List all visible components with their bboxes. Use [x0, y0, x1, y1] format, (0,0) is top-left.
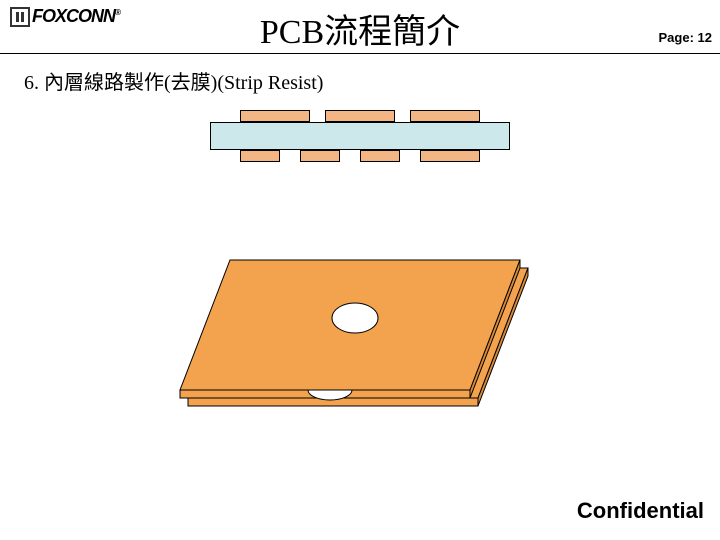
- panel-3d-diagram: [170, 250, 570, 455]
- logo: FOXCONN®: [10, 6, 120, 27]
- copper-bottom-segment: [420, 150, 480, 162]
- step-subtitle: 6. 內層線路製作(去膜)(Strip Resist): [24, 66, 323, 95]
- copper-top-segment: [325, 110, 395, 122]
- copper-bottom-segment: [240, 150, 280, 162]
- copper-top-segment: [240, 110, 310, 122]
- copper-top-segment: [410, 110, 480, 122]
- page-title: PCB流程簡介: [260, 4, 460, 53]
- copper-bottom-segment: [360, 150, 400, 162]
- logo-text: FOXCONN®: [32, 6, 120, 27]
- substrate-layer: [210, 122, 510, 150]
- copper-bottom-segment: [300, 150, 340, 162]
- confidential-label: Confidential: [577, 498, 704, 524]
- page-number: Page: 12: [659, 30, 712, 45]
- cross-section-diagram: [210, 110, 510, 162]
- logo-icon: [10, 7, 30, 27]
